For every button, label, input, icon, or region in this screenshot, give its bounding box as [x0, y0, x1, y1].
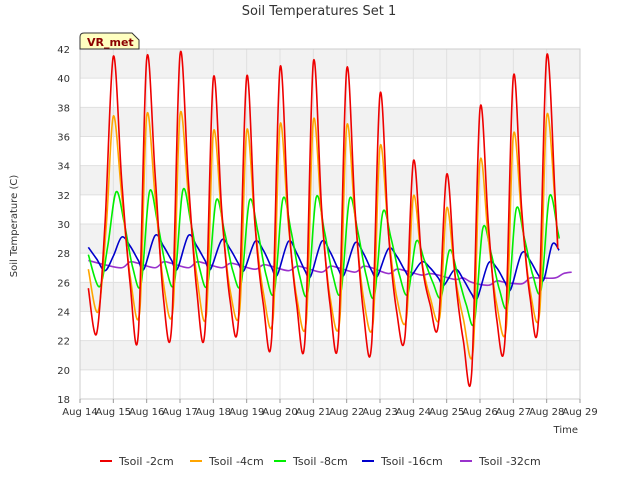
legend-entry: Tsoil -8cm [292, 455, 348, 468]
x-tick-label: Aug 18 [196, 407, 231, 418]
x-tick-label: Aug 14 [62, 407, 97, 418]
y-axis-label: Soil Temperature (C) [9, 175, 20, 278]
x-tick-label: Aug 25 [429, 407, 464, 418]
x-tick-label: Aug 24 [396, 407, 431, 418]
x-tick-label: Aug 16 [129, 407, 164, 418]
plot-band [80, 165, 580, 195]
plot-band [80, 369, 580, 399]
legend: Tsoil -2cm Tsoil -4cm Tsoil -8cm Tsoil -16c… [100, 455, 541, 468]
y-tick-label: 38 [57, 103, 70, 114]
plot-band [80, 340, 580, 370]
y-tick-label: 42 [57, 45, 70, 56]
legend-entry: Tsoil -16cm [380, 455, 443, 468]
y-tick-label: 24 [57, 308, 70, 319]
plot-band [80, 78, 580, 108]
station-label: VR_met [87, 36, 134, 49]
x-tick-label: Aug 26 [462, 407, 497, 418]
y-tick-label: 32 [57, 191, 70, 202]
x-tick-label: Aug 29 [562, 407, 597, 418]
y-tick-label: 36 [57, 133, 70, 144]
y-tick-label: 34 [57, 162, 70, 173]
y-tick-label: 22 [57, 337, 70, 348]
plot-band [80, 107, 580, 137]
station-label-box: VR_met [79, 32, 140, 50]
y-tick-label: 28 [57, 249, 70, 260]
x-tick-label: Aug 28 [529, 407, 564, 418]
legend-entry: Tsoil -32cm [478, 455, 541, 468]
x-tick-label: Aug 22 [329, 407, 364, 418]
x-tick-label: Aug 23 [362, 407, 397, 418]
y-tick-label: 40 [57, 74, 70, 85]
series-lines [87, 50, 572, 388]
plot-band [80, 136, 580, 166]
x-tick-label: Aug 17 [162, 407, 197, 418]
y-tick-label: 30 [57, 220, 70, 231]
x-tick-label: Aug 19 [229, 407, 264, 418]
plot-band [80, 194, 580, 224]
x-tick-label: Aug 15 [96, 407, 131, 418]
x-tick-label: Aug 21 [296, 407, 331, 418]
plot-band [80, 49, 580, 79]
legend-entry: Tsoil -4cm [208, 455, 264, 468]
plot-band [80, 224, 580, 254]
x-axis-label: Time [553, 425, 578, 436]
y-tick-label: 26 [57, 278, 70, 289]
x-tick-label: Aug 27 [496, 407, 531, 418]
plot-frame [79, 48, 581, 400]
chart-title: Soil Temperatures Set 1 [242, 4, 397, 19]
y-tick-label: 20 [57, 366, 70, 377]
grid-lines [79, 48, 581, 400]
legend-entry: Tsoil -2cm [118, 455, 174, 468]
series-line-tsoil-2cm [87, 50, 559, 388]
x-tick-label: Aug 20 [262, 407, 297, 418]
y-axis-ticks: 18 20 22 24 26 28 30 32 34 36 38 40 42 [57, 45, 70, 406]
y-tick-label: 18 [57, 395, 70, 406]
